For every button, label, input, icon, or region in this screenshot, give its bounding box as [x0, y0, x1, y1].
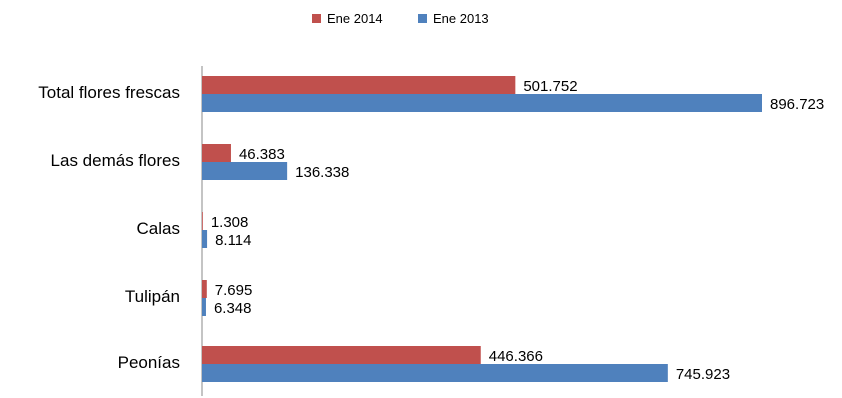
legend-swatch-ene-2013 — [418, 14, 427, 23]
category-label-peonias: Peonías — [118, 353, 180, 372]
legend-label-ene-2013: Ene 2013 — [433, 11, 489, 26]
data-label-ene-2014-las-demas-flores: 46.383 — [239, 146, 285, 163]
data-label-ene-2013-peonias: 745.923 — [676, 366, 730, 383]
bar-ene-2014-tulipan — [202, 280, 207, 298]
bar-ene-2013-calas — [202, 230, 208, 248]
data-label-ene-2014-total-flores-frescas: 501.752 — [523, 78, 577, 95]
category-label-tulipan: Tulipán — [125, 287, 180, 306]
bar-ene-2013-las-demas-flores — [202, 162, 288, 180]
category-label-total-flores-frescas: Total flores frescas — [38, 83, 180, 102]
category-labels: Total flores frescas Las demás flores Cala… — [38, 83, 180, 372]
bars — [202, 76, 762, 382]
bar-ene-2014-total-flores-frescas — [202, 76, 516, 94]
plot-area: Total flores frescas Las demás flores Cala… — [38, 66, 824, 396]
category-label-calas: Calas — [137, 219, 180, 238]
category-label-las-demas-flores: Las demás flores — [51, 151, 180, 170]
data-label-ene-2013-total-flores-frescas: 896.723 — [770, 96, 824, 113]
data-label-ene-2013-tulipan: 6.348 — [214, 300, 252, 317]
legend-label-ene-2014: Ene 2014 — [327, 11, 383, 26]
bar-ene-2013-peonias — [202, 364, 668, 382]
data-label-ene-2013-calas: 8.114 — [215, 232, 251, 249]
legend-swatch-ene-2014 — [312, 14, 321, 23]
bar-ene-2013-tulipan — [202, 298, 206, 316]
data-label-ene-2014-calas: 1.308 — [211, 214, 249, 231]
bar-ene-2014-las-demas-flores — [202, 144, 231, 162]
data-label-ene-2014-peonias: 446.366 — [489, 348, 543, 365]
bar-ene-2014-peonias — [202, 346, 481, 364]
data-label-ene-2014-tulipan: 7.695 — [215, 282, 253, 299]
data-label-ene-2013-las-demas-flores: 136.338 — [295, 164, 349, 181]
bar-ene-2013-total-flores-frescas — [202, 94, 762, 112]
legend: Ene 2014 Ene 2013 — [312, 11, 489, 26]
bar-ene-2014-calas — [202, 212, 203, 230]
